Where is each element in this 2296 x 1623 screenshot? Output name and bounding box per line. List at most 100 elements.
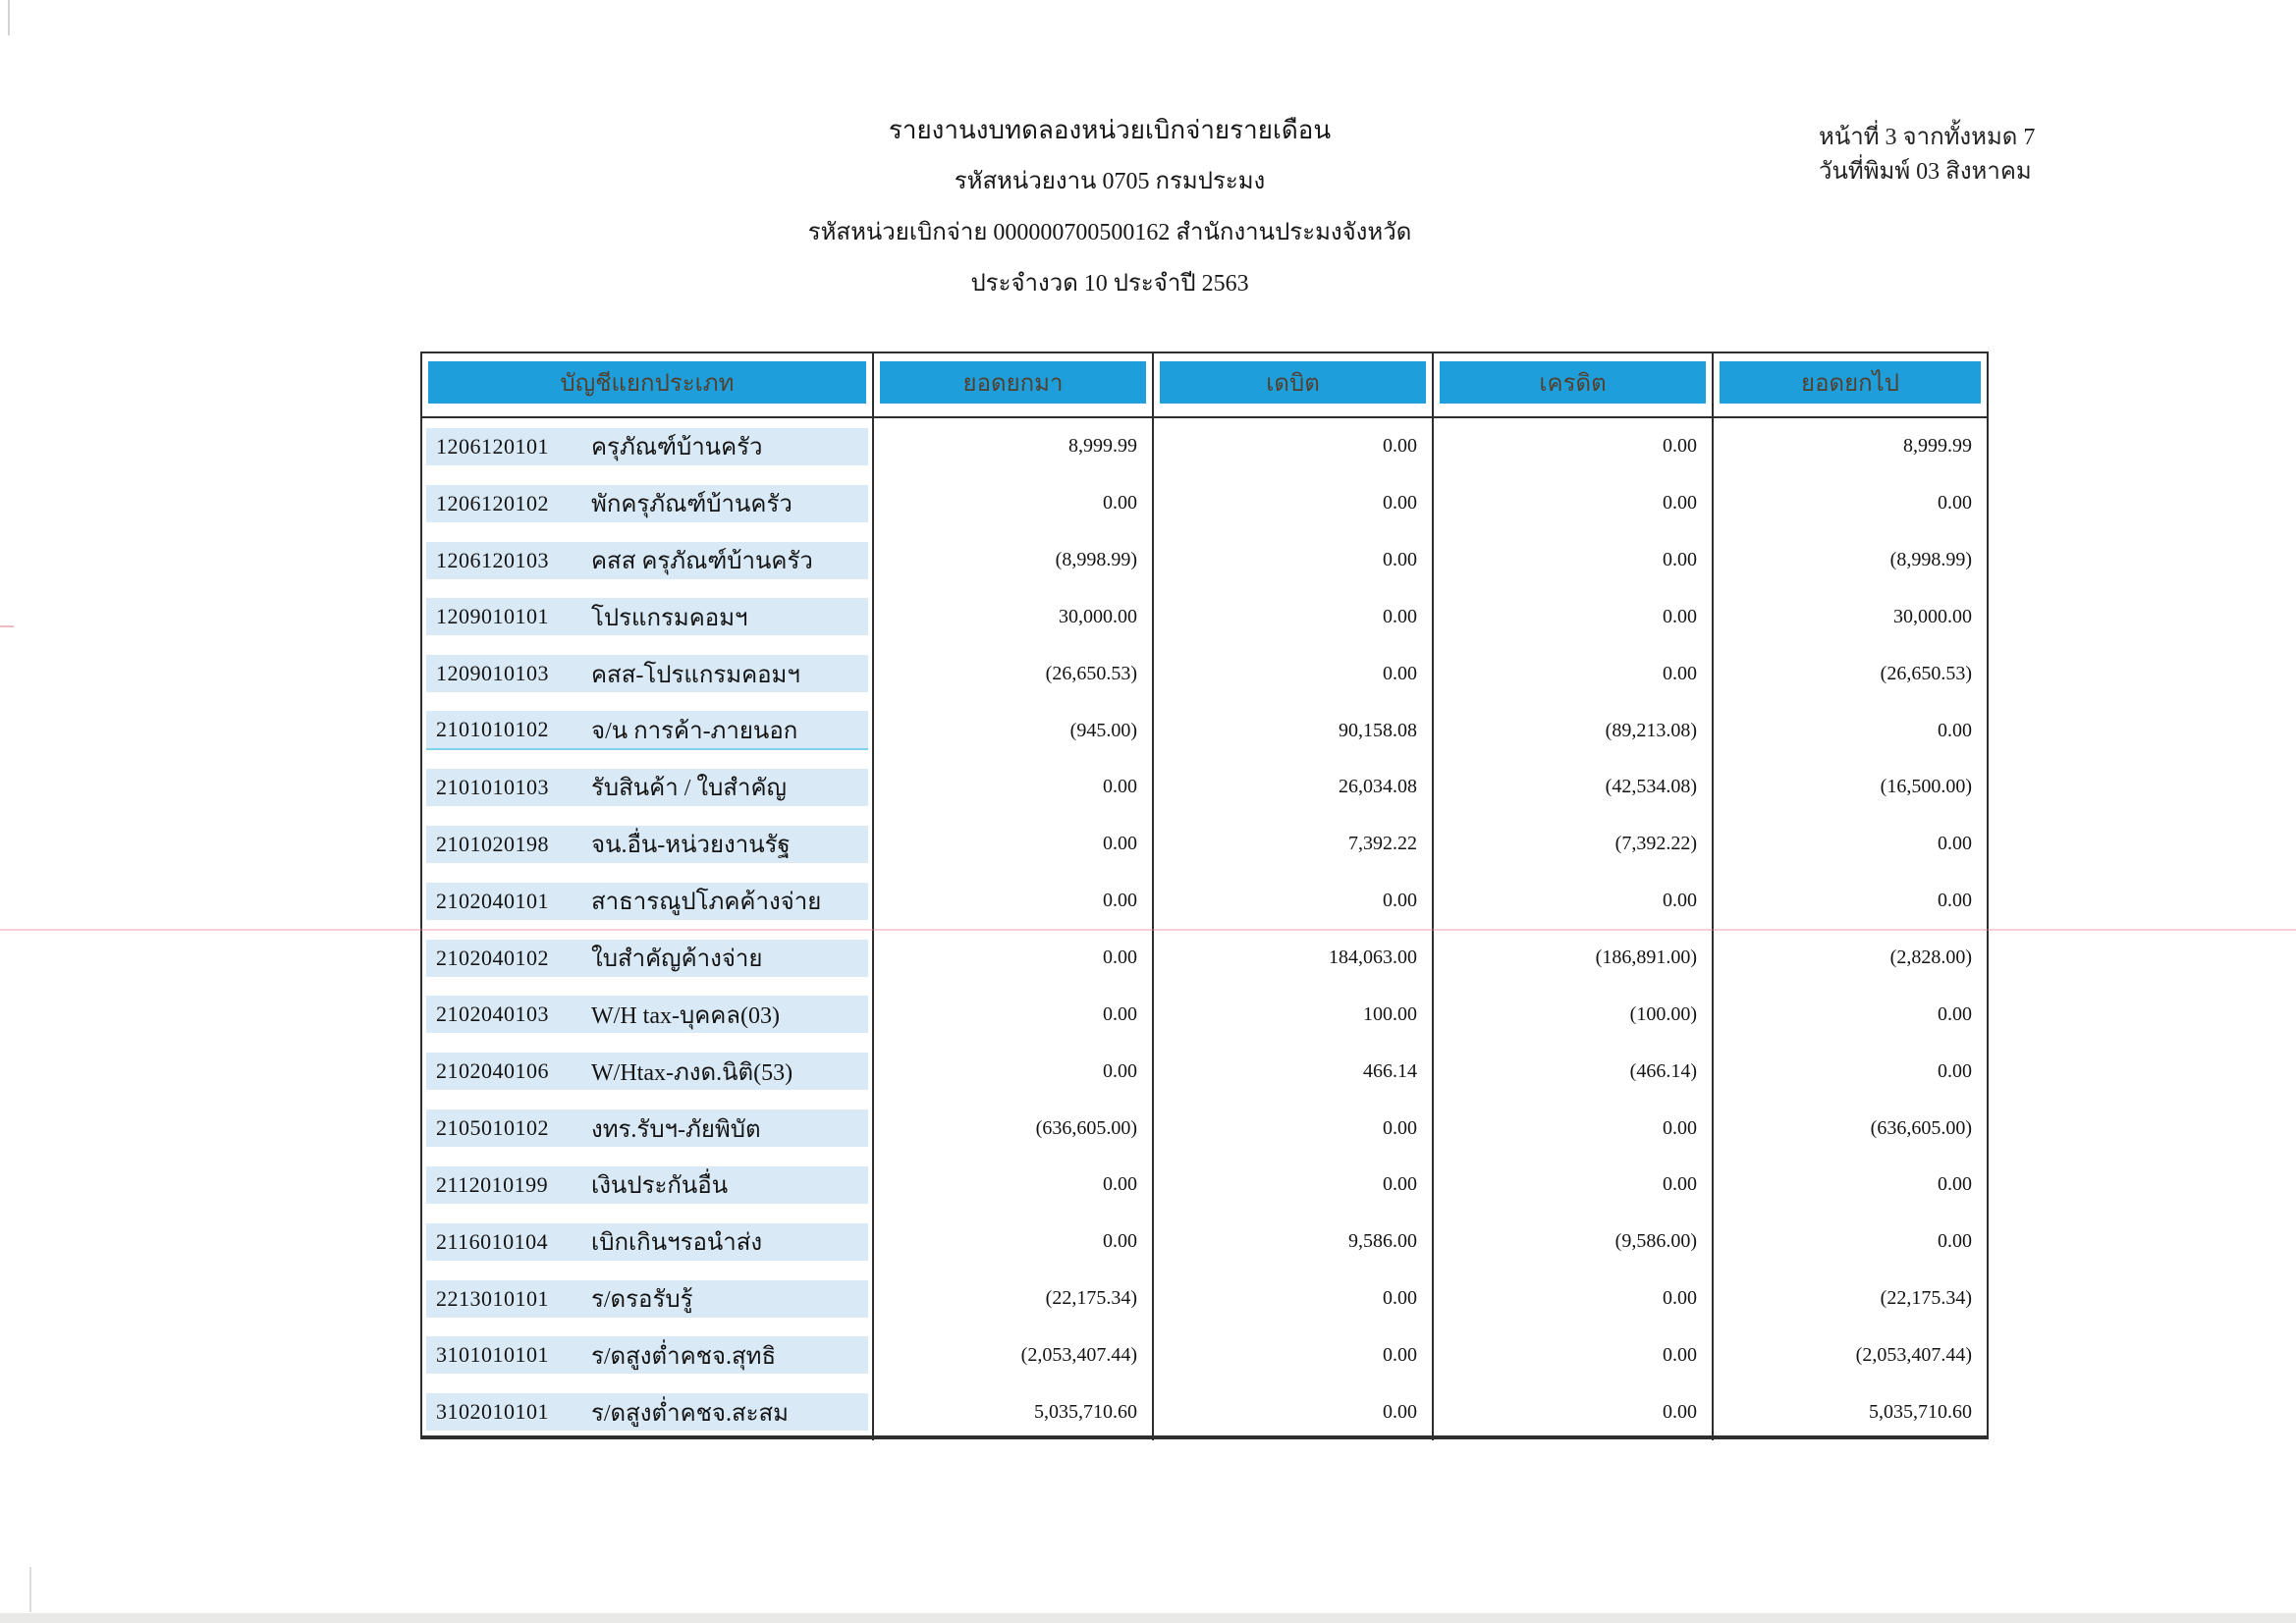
debit-cell: 0.00 (1154, 418, 1434, 475)
balance-cell: (636,605.00) (1714, 1100, 1987, 1157)
credit-cell: (42,534.08) (1434, 759, 1714, 816)
carry-forward-cell: (8,998.99) (874, 531, 1154, 589)
account-code: 1206120103 (436, 547, 549, 572)
carry-forward-cell: 0.00 (874, 815, 1154, 873)
account-name: งทร.รับฯ-ภัยพิบัต (591, 1116, 761, 1143)
debit-cell: 0.00 (1154, 1383, 1434, 1441)
credit-value: (42,534.08) (1605, 776, 1697, 798)
table-row: 2116010104 เบิกเกินฯรอนำส่ง 0.00 9,586.0… (422, 1213, 1987, 1271)
account-name: เบิกเกินฯรอนำส่ง (591, 1230, 763, 1257)
account-cell: 2101010102 จ/น การค้า-ภายนอก (422, 702, 874, 760)
account-name: ใบสำคัญค้างจ่าย (591, 947, 763, 973)
account-cell: 2116010104 เบิกเกินฯรอนำส่ง (422, 1213, 874, 1271)
carry-forward-value: 0.00 (1103, 833, 1137, 855)
debit-cell: 0.00 (1154, 872, 1434, 930)
credit-value: 0.00 (1663, 1173, 1697, 1196)
debit-value: 0.00 (1383, 1400, 1417, 1423)
carry-forward-cell: 0.00 (874, 1156, 1154, 1214)
carry-forward-cell: 0.00 (874, 929, 1154, 987)
disbursement-unit-line: รหัสหน่วยเบิกจ่าย 000000700500162 สำนักง… (807, 220, 1412, 245)
scan-artifact-bottomleft-tick (29, 1567, 31, 1612)
debit-cell: 0.00 (1154, 531, 1434, 589)
debit-value: 0.00 (1383, 1116, 1417, 1139)
account-name: W/H tax-บุคคล(03) (591, 1002, 780, 1029)
table-row: 1206120102 พักครุภัณฑ์บ้านครัว 0.00 0.00… (422, 474, 1987, 532)
debit-value: 26,034.08 (1339, 776, 1417, 798)
table-row: 2102040103 W/H tax-บุคคล(03) 0.00 100.00… (422, 986, 1987, 1044)
balance-value: 0.00 (1938, 1230, 1972, 1253)
carry-forward-cell: (22,175.34) (874, 1270, 1154, 1327)
account-name: จ/น การค้า-ภายนอก (591, 718, 798, 744)
trial-balance-table: บัญชีแยกประเภท ยอดยกมา เดบิต เครดิต ยอดย… (420, 352, 1989, 1441)
balance-cell: 5,035,710.60 (1714, 1383, 1987, 1440)
account-cell: 2105010102 งทร.รับฯ-ภัยพิบัต (422, 1100, 874, 1157)
account-cell: 1206120102 พักครุภัณฑ์บ้านครัว (422, 474, 874, 532)
account-name: สาธารณูปโภคค้างจ่าย (591, 890, 822, 916)
period-line: ประจำงวด 10 ประจำปี 2563 (970, 271, 1249, 297)
scan-artifact-bottom-strip (0, 1613, 2296, 1623)
carry-forward-cell: (945.00) (874, 702, 1154, 760)
credit-value: 0.00 (1663, 435, 1697, 458)
carry-forward-cell: (26,650.53) (874, 645, 1154, 703)
table-header-row: บัญชีแยกประเภท ยอดยกมา เดบิต เครดิต ยอดย… (422, 353, 1987, 418)
carry-forward-value: 8,999.99 (1068, 435, 1137, 458)
balance-cell: (16,500.00) (1714, 759, 1987, 816)
carry-forward-value: 0.00 (1103, 776, 1137, 798)
account-code: 2102040101 (436, 888, 549, 913)
carry-forward-value: (2,053,407.44) (1020, 1343, 1137, 1366)
credit-cell: 0.00 (1434, 418, 1714, 475)
account-name: คสส ครุภัณฑ์บ้านครัว (591, 549, 813, 575)
account-cell: 2101010103 รับสินค้า / ใบสำคัญ (422, 759, 874, 816)
balance-value: (2,828.00) (1889, 947, 1972, 969)
account-name: เงินประกันอื่น (591, 1173, 729, 1200)
account-highlight-band: 2101020198 จน.อื่น-หน่วยงานรัฐ (426, 825, 868, 863)
credit-cell: (466.14) (1434, 1043, 1714, 1101)
credit-value: 0.00 (1663, 890, 1697, 912)
account-code: 2101010103 (436, 774, 549, 799)
account-code: 3102010101 (436, 1399, 549, 1425)
header-label-debit: เดบิต (1160, 361, 1426, 404)
debit-cell: 26,034.08 (1154, 759, 1434, 816)
debit-cell: 466.14 (1154, 1043, 1434, 1101)
account-code: 1206120102 (436, 490, 549, 515)
print-date-line: วันที่พิมพ์ 03 สิงหาคม (1819, 159, 2032, 185)
balance-cell: 0.00 (1714, 816, 1987, 873)
carry-forward-value: (8,998.99) (1055, 549, 1137, 571)
account-highlight-band: 3102010101 ร/ดสูงต่ำคชจ.สะสม (426, 1393, 868, 1432)
credit-value: 0.00 (1663, 1400, 1697, 1423)
account-name: W/Htax-ภงด.นิติ(53) (591, 1059, 793, 1086)
balance-value: 0.00 (1938, 833, 1972, 855)
account-highlight-band: 2105010102 งทร.รับฯ-ภัยพิบัต (426, 1109, 868, 1148)
carry-forward-cell: 30,000.00 (874, 588, 1154, 646)
balance-cell: 30,000.00 (1714, 589, 1987, 646)
debit-cell: 7,392.22 (1154, 815, 1434, 873)
account-highlight-band: 1209010101 โปรแกรมคอมฯ (426, 598, 868, 636)
account-code: 2112010199 (436, 1171, 549, 1197)
credit-cell: 0.00 (1434, 531, 1714, 589)
debit-cell: 0.00 (1154, 1270, 1434, 1327)
account-highlight-band: 2102040103 W/H tax-บุคคล(03) (426, 996, 868, 1034)
credit-value: 0.00 (1663, 1287, 1697, 1310)
account-name: จน.อื่น-หน่วยงานรัฐ (591, 833, 791, 859)
carry-forward-value: 0.00 (1103, 492, 1137, 514)
debit-value: 90,158.08 (1339, 719, 1417, 741)
account-code: 1209010101 (436, 604, 549, 629)
debit-cell: 0.00 (1154, 474, 1434, 532)
carry-forward-value: 0.00 (1103, 1173, 1137, 1196)
debit-cell: 90,158.08 (1154, 702, 1434, 760)
table-row: 2213010101 ร/ดรอรับรู้ (22,175.34) 0.00 … (422, 1270, 1987, 1327)
account-code: 2102040106 (436, 1058, 549, 1084)
account-cell: 1209010103 คสส-โปรแกรมคอมฯ (422, 645, 874, 703)
account-code: 2116010104 (436, 1228, 549, 1254)
credit-value: (100.00) (1629, 1002, 1697, 1025)
account-code: 2101020198 (436, 831, 549, 856)
table-row: 2102040101 สาธารณูปโภคค้างจ่าย 0.00 0.00… (422, 872, 1987, 930)
account-code: 2101010102 (436, 717, 549, 742)
account-highlight-band: 2102040102 ใบสำคัญค้างจ่าย (426, 939, 868, 977)
account-code: 3101010101 (436, 1342, 549, 1368)
carry-forward-value: (26,650.53) (1045, 662, 1137, 684)
carry-forward-value: (636,605.00) (1035, 1116, 1137, 1139)
carry-forward-value: 0.00 (1103, 1002, 1137, 1025)
debit-value: 466.14 (1363, 1059, 1417, 1082)
